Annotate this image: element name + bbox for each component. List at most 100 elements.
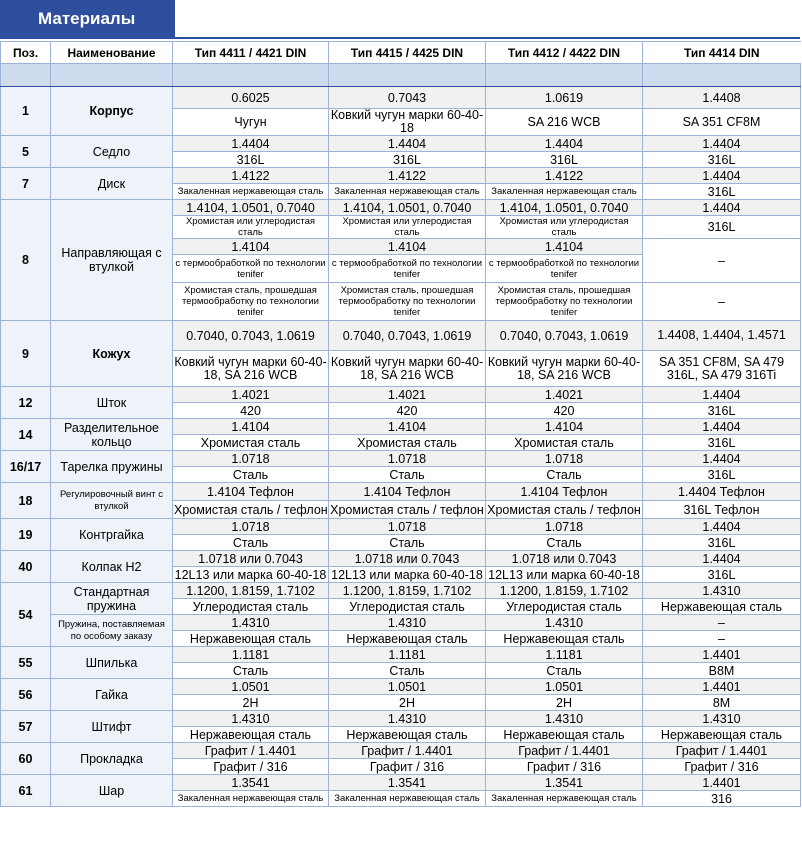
table-row: 56 Гайка 1.0501 1.0501 1.0501 1.4401 xyxy=(0,678,801,711)
table-row: Хромистая сталь Хромистая сталь Хромиста… xyxy=(1,434,801,451)
table-row: 316L 316L 316L 316L xyxy=(1,151,801,168)
cell-code: 1.4104 Тефлон xyxy=(485,482,643,501)
cell-code: 1.4404 xyxy=(642,199,801,216)
cell-material: Хромистая или углеродистая сталь xyxy=(485,215,643,239)
cell-code: 1.4404 xyxy=(642,386,801,403)
cell-code: 1.4401 xyxy=(642,646,801,663)
cell-material: 420 xyxy=(328,402,486,419)
cell-code: 1.0718 xyxy=(485,450,643,467)
cell-code: 1.1200, 1.8159, 1.7102 xyxy=(485,582,643,599)
table-row: Графит / 316 Графит / 316 Графит / 316 Г… xyxy=(1,758,801,775)
cell-code: Графит / 1.4401 xyxy=(485,742,643,759)
table-row: 420 420 420 316L xyxy=(1,402,801,419)
cell-material: Закаленная нержавеющая сталь xyxy=(485,183,643,200)
cell-material: 2H xyxy=(172,694,329,711)
table-row: Закаленная нержавеющая сталь Закаленная … xyxy=(1,790,801,807)
cell-code: 1.4104, 1.0501, 0.7040 xyxy=(485,199,643,216)
section-title: Материалы xyxy=(0,0,175,38)
cell-code: 0.6025 xyxy=(172,86,329,109)
row-pos: 12 xyxy=(0,386,51,419)
cell-code: 1.4104 xyxy=(172,238,329,255)
cell-code: 1.0718 xyxy=(328,450,486,467)
header-type-4411: Тип 4411 / 4421 DIN xyxy=(172,41,329,64)
cell-material: с термообработкой по технологии tenifer xyxy=(328,254,486,283)
row-pos: 5 xyxy=(0,135,51,168)
cell-code: 1.4310 xyxy=(485,710,643,727)
cell-code: 1.0718 xyxy=(172,518,329,535)
cell-code: 1.0718 xyxy=(485,518,643,535)
row-name: Диск xyxy=(50,167,173,200)
table-row: 12L13 или марка 60-40-18 12L13 или марка… xyxy=(1,566,801,583)
cell-material: Хромистая сталь, прошедшая термообработк… xyxy=(485,282,643,321)
cell-material: Углеродистая сталь xyxy=(485,598,643,615)
row-pos: 14 xyxy=(0,418,51,451)
cell-material: – xyxy=(642,238,801,283)
cell-code: 1.4404 xyxy=(642,135,801,152)
header-type-4412: Тип 4412 / 4422 DIN xyxy=(485,41,643,64)
cell-material: Нержавеющая сталь xyxy=(485,630,643,647)
cell-material: Графит / 316 xyxy=(172,758,329,775)
cell-material: Хромистая или углеродистая сталь xyxy=(328,215,486,239)
table-row: Нержавеющая сталь Нержавеющая сталь Нерж… xyxy=(1,630,801,647)
cell-material: Хромистая или углеродистая сталь xyxy=(172,215,329,239)
cell-material: 316L xyxy=(642,566,801,583)
cell-code: Графит / 1.4401 xyxy=(328,742,486,759)
table-row: Сталь Сталь Сталь B8M xyxy=(1,662,801,679)
table-row: 12 Шток 1.4021 1.4021 1.4021 1.4404 xyxy=(0,386,801,419)
row-name: Седло xyxy=(50,135,173,168)
cell-material: Хромистая сталь / тефлон xyxy=(172,500,329,519)
table-row: Пружина, поставляемая по особому заказу … xyxy=(1,614,801,647)
cell-material: – xyxy=(642,630,801,647)
cell-material: SA 351 CF8M, SA 479 316L, SA 479 316Ti xyxy=(642,350,801,387)
cell-code: 1.4122 xyxy=(328,167,486,184)
cell-material: Нержавеющая сталь xyxy=(642,598,801,615)
table-row: 40 Колпак H2 1.0718 или 0.7043 1.0718 ил… xyxy=(0,550,801,583)
cell-material: Нержавеющая сталь xyxy=(642,726,801,743)
table-row: 16/17 Тарелка пружины 1.0718 1.0718 1.07… xyxy=(0,450,801,483)
cell-code: 1.4310 xyxy=(485,614,643,631)
header-type-4415: Тип 4415 / 4425 DIN xyxy=(328,41,486,64)
header-type-4414: Тип 4414 DIN xyxy=(642,41,801,64)
cell-code: 1.0718 или 0.7043 xyxy=(172,550,329,567)
cell-material: Закаленная нержавеющая сталь xyxy=(172,183,329,200)
row-name: Штифт xyxy=(50,710,173,743)
row-name: Корпус xyxy=(50,86,173,136)
cell-material: Ковкий чугун марки 60-40-18, SA 216 WCB xyxy=(485,350,643,387)
cell-material: 420 xyxy=(485,402,643,419)
cell-code: 1.4021 xyxy=(172,386,329,403)
cell-code: 1.4310 xyxy=(328,614,486,631)
cell-code: 1.4404 xyxy=(642,418,801,435)
title-divider xyxy=(0,37,800,39)
table-row: 14 Разделительное кольцо 1.4104 1.4104 1… xyxy=(0,418,801,451)
cell-material: 420 xyxy=(172,402,329,419)
cell-material: с термообработкой по технологии tenifer xyxy=(485,254,643,283)
cell-code: 0.7040, 0.7043, 1.0619 xyxy=(172,320,329,351)
cell-code: 1.0718 или 0.7043 xyxy=(328,550,486,567)
cell-material: Хромистая сталь / тефлон xyxy=(328,500,486,519)
cell-material: Нержавеющая сталь xyxy=(172,726,329,743)
cell-material: Нержавеющая сталь xyxy=(328,726,486,743)
cell-code: 0.7040, 0.7043, 1.0619 xyxy=(328,320,486,351)
cell-code: 1.3541 xyxy=(172,774,329,791)
cell-material: Закаленная нержавеющая сталь xyxy=(328,790,486,807)
cell-code: 1.4104 Тефлон xyxy=(328,482,486,501)
row-name: Кожух xyxy=(50,320,173,387)
row-pos: 7 xyxy=(0,167,51,200)
cell-material: 316L xyxy=(172,151,329,168)
table-row: 55 Шпилька 1.1181 1.1181 1.1181 1.4401 xyxy=(0,646,801,679)
cell-material: Нержавеющая сталь xyxy=(328,630,486,647)
cell-code: 1.3541 xyxy=(485,774,643,791)
row-name: Шар xyxy=(50,774,173,807)
row-pos: 18 xyxy=(0,482,51,519)
row-pos: 54 xyxy=(0,582,51,647)
cell-material: Сталь xyxy=(172,534,329,551)
header-pos: Поз. xyxy=(0,41,51,64)
cell-material: Ковкий чугун марки 60-40-18, SA 216 WCB xyxy=(172,350,329,387)
table-row: Закаленная нержавеющая сталь Закаленная … xyxy=(1,183,801,200)
table-row: 1.4104 1.4104 1.4104 – xyxy=(1,238,801,283)
cell-code: 1.4104 xyxy=(485,418,643,435)
cell-code: 1.0718 или 0.7043 xyxy=(485,550,643,567)
cell-code: 1.4404 xyxy=(642,167,801,184)
cell-material: 316L xyxy=(642,183,801,200)
cell-material: Сталь xyxy=(485,662,643,679)
